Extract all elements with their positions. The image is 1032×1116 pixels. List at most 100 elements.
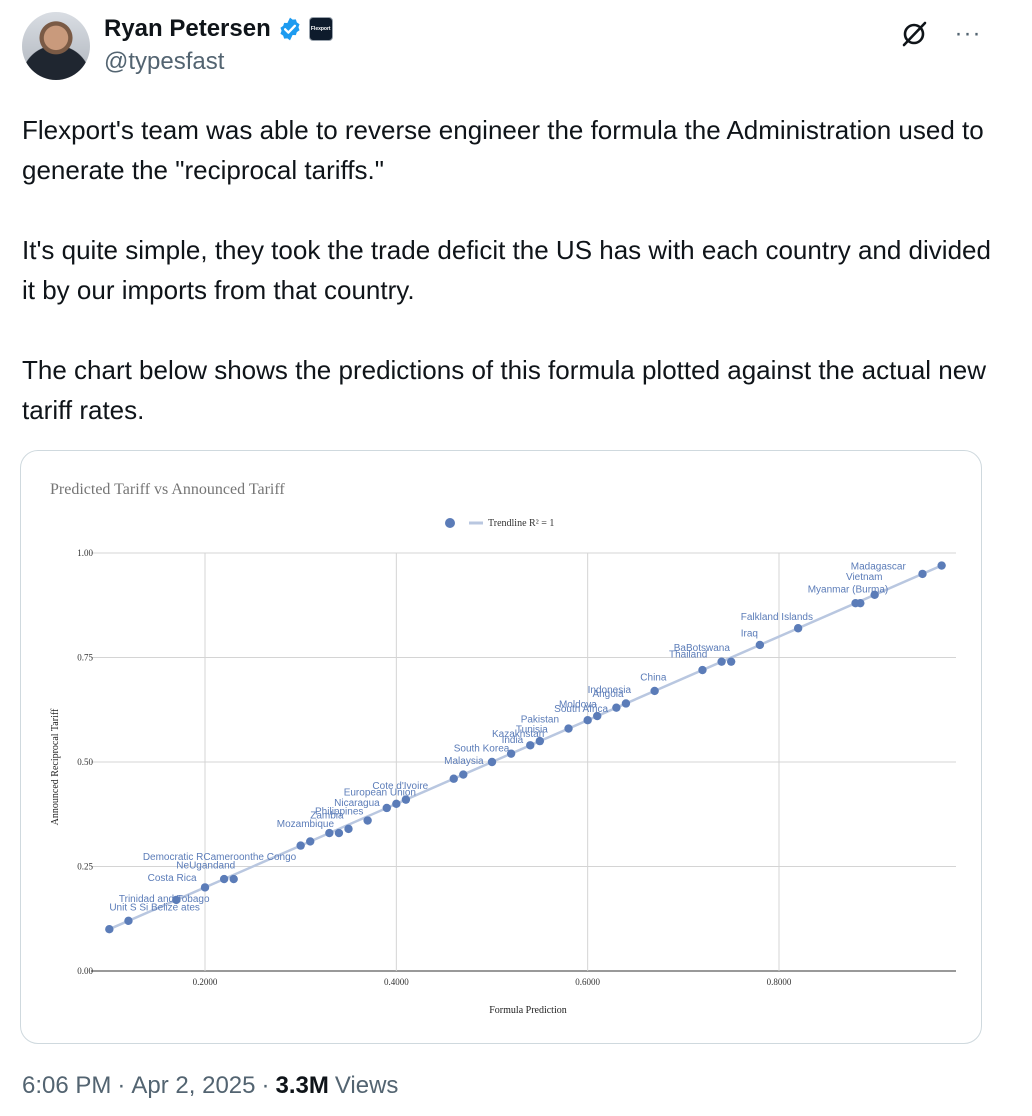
verified-badge-icon[interactable] [277,16,303,42]
data-point [717,657,726,666]
x-tick-label: 0.2000 [193,977,218,987]
point-label: Thailand [669,650,707,661]
data-point [382,803,391,813]
chart-image[interactable]: Predicted Tariff vs Announced Tariff Tre… [20,450,982,1044]
point-label: NeUgandand [176,861,235,872]
y-tick-labels: 0.00 0.25 0.50 0.75 1.00 [77,548,93,976]
avatar[interactable] [22,12,90,80]
data-point [918,569,927,579]
data-points [105,561,946,934]
point-label: Nicaragua [334,798,380,809]
tweet-paragraph-2: It's quite simple, they took the trade d… [22,235,991,305]
data-point [650,686,659,696]
point-label: South Africa [554,704,608,715]
trendline [108,564,943,931]
point-label: Moldova [559,700,597,711]
tweet-paragraph-3: The chart below shows the predictions of… [22,355,986,425]
author-handle[interactable]: @typesfast [104,48,225,75]
data-point [612,703,621,712]
point-label: Indonesia [588,685,632,696]
tweet-paragraph-1: Flexport's team was able to reverse engi… [22,115,984,185]
data-point [229,874,238,884]
point-label: Tunisia [516,725,548,736]
data-point [726,657,736,666]
separator: · [117,1072,126,1099]
data-point [334,828,344,838]
legend-trendline-label: Trendline R² = 1 [488,518,554,529]
tweet-date[interactable]: Apr 2, 2025 [131,1072,256,1099]
affiliate-badge-icon[interactable]: Flexport [308,17,333,41]
point-label: Trinidad and Tobago [119,894,210,905]
data-point [401,795,411,804]
data-point [793,624,803,633]
point-label: BaBotswana [674,643,731,654]
affiliate-label: Flexport [310,26,331,32]
tweet-footer: 6:06 PM · Apr 2, 2025 · 3.3M Views [22,1072,398,1100]
data-point [200,883,210,892]
x-axis-label: Formula Prediction [489,1005,567,1016]
point-label: Unit S Si Belize ates [109,902,200,913]
y-tick-label: 0.25 [77,862,93,872]
point-label: South Korea [454,744,510,755]
scatter-chart: Predicted Tariff vs Announced Tariff Tre… [50,481,956,1016]
more-icon: ··· [954,20,982,47]
point-label: Iraq [741,629,758,640]
point-label: Philippines [315,806,363,817]
chart-legend: Trendline R² = 1 [445,518,554,529]
data-point [698,665,707,675]
y-axis-label: Announced Reciprocal Tariff [50,708,61,825]
point-label: Angola [592,689,624,700]
data-point [870,590,879,599]
point-label: Malaysia [444,756,484,767]
point-label: India [502,735,524,746]
data-point [459,770,468,779]
data-point [621,699,631,708]
separator: · [261,1072,270,1099]
point-label: European Union [344,787,416,798]
data-point [506,749,516,758]
x-tick-label: 0.6000 [575,977,600,987]
data-point [593,711,602,721]
point-label: Pakistan [521,714,559,725]
grok-button[interactable] [896,16,932,52]
point-label: Mozambique [277,819,335,830]
views-count: 3.3M [275,1072,329,1099]
author-name-row: Ryan Petersen Flexport [104,14,333,44]
data-point [344,824,353,834]
chart-title: Predicted Tariff vs Announced Tariff [50,481,285,498]
point-label: Costa Rica [148,873,197,884]
data-point [583,716,592,725]
point-label: Kazakhstan [492,729,544,740]
data-point [219,874,229,884]
point-label: Zambia [310,810,344,821]
y-tick-label: 1.00 [77,548,93,558]
data-point [392,799,401,808]
point-label: Falkland Islands [741,612,813,623]
data-point [755,640,765,650]
views-label: Views [334,1072,399,1099]
author-display-name[interactable]: Ryan Petersen [104,15,271,42]
point-label: China [640,672,667,683]
y-tick-label: 0.50 [77,757,93,767]
tweet-time[interactable]: 6:06 PM [22,1072,112,1099]
data-point [856,598,865,608]
x-tick-label: 0.8000 [767,977,792,987]
data-point [937,561,946,570]
y-tick-label: 0.75 [77,653,93,663]
data-point [306,837,315,846]
data-point [105,925,114,934]
grok-icon [902,21,927,47]
tweet-text: Flexport's team was able to reverse engi… [22,110,1002,430]
point-label: Madagascar [851,562,907,573]
y-tick-label: 0.00 [77,966,93,976]
point-label: Democratic RCameroonthe Congo [143,852,297,863]
data-point [487,757,497,767]
data-point [564,724,573,733]
more-options-button[interactable]: ··· [948,18,988,50]
chart-grid [91,552,956,972]
point-label: Cote d'Ivoire [372,781,428,792]
point-label: Myanmar (Burma) [808,585,889,596]
data-point [535,736,545,746]
legend-point-marker [445,518,455,528]
